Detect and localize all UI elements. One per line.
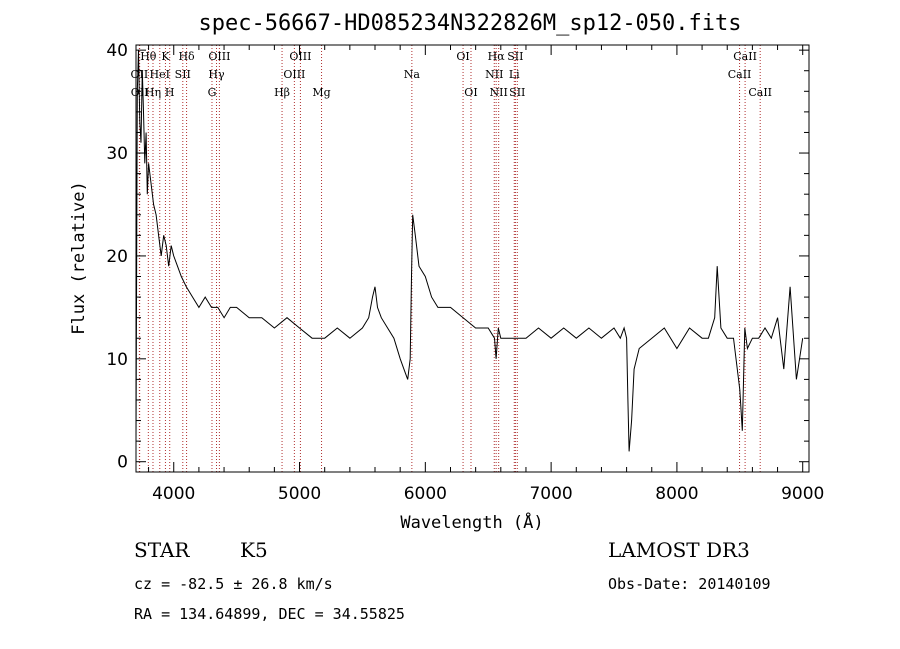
line-label: Hθ [140, 50, 157, 63]
plot-frame [135, 44, 810, 473]
line-label: Li [509, 68, 520, 81]
y-tick-label: 20 [106, 247, 128, 267]
object-subclass: K5 [240, 538, 268, 562]
coordinates: RA = 134.64899, DEC = 34.55825 [134, 605, 405, 623]
x-tick-label: 6000 [404, 484, 447, 504]
line-label: OI [456, 50, 469, 63]
x-tick-label: 5000 [278, 484, 321, 504]
line-label: OIII [283, 68, 305, 81]
line-label: CaII [748, 86, 772, 99]
obs-date: Obs-Date: 20140109 [608, 575, 771, 593]
spectrum-line [135, 50, 804, 452]
x-tick-label: 8000 [655, 484, 698, 504]
line-label: Hη [145, 86, 161, 99]
line-label: OI [464, 86, 477, 99]
y-tick-label: 30 [106, 144, 128, 164]
line-label: NII [485, 68, 503, 81]
line-label: G [208, 86, 217, 99]
survey-name: LAMOST DR3 [608, 538, 750, 562]
x-tick-label: 9000 [781, 484, 824, 504]
line-label: Hβ [274, 86, 290, 99]
y-tick-label: 10 [106, 350, 128, 370]
object-class: STAR [134, 538, 190, 562]
line-label: OIII [289, 50, 311, 63]
line-label: SII [507, 50, 523, 63]
line-label: Hγ [208, 68, 225, 81]
line-label: K [161, 50, 170, 63]
line-label: CaII [728, 68, 752, 81]
y-tick-label: 0 [117, 453, 128, 473]
line-label: CaII [733, 50, 757, 63]
line-label: H [165, 86, 175, 99]
y-axis-ticks: 0 10 20 30 40 [106, 41, 809, 473]
line-label: SII [175, 68, 191, 81]
spectral-line-markers [138, 45, 761, 472]
line-label: Na [404, 68, 421, 81]
line-label: Hα [488, 50, 506, 63]
line-label: Mg [312, 86, 330, 99]
x-tick-label: 7000 [529, 484, 572, 504]
chart-title: spec-56667-HD085234N322826M_sp12-050.fit… [198, 11, 741, 36]
spectral-line-labels: OIIOIIHθHηHeIKHSIIHδGHγOIIIHβOIIIOIIIMgN… [131, 50, 772, 99]
redshift-text: cz = -82.5 ± 26.8 km/s [134, 575, 333, 593]
line-label: SII [509, 86, 525, 99]
x-axis-label: Wavelength (Å) [400, 511, 543, 533]
y-axis-label: Flux (relative) [69, 181, 89, 335]
x-tick-label: 4000 [152, 484, 195, 504]
line-label: HeI [150, 68, 170, 81]
line-label: OIII [208, 50, 230, 63]
x-axis-ticks: 4000 5000 6000 7000 8000 9000 [148, 45, 824, 504]
y-tick-label: 40 [106, 41, 128, 61]
line-label: NII [490, 86, 508, 99]
line-label: Hδ [178, 50, 195, 63]
